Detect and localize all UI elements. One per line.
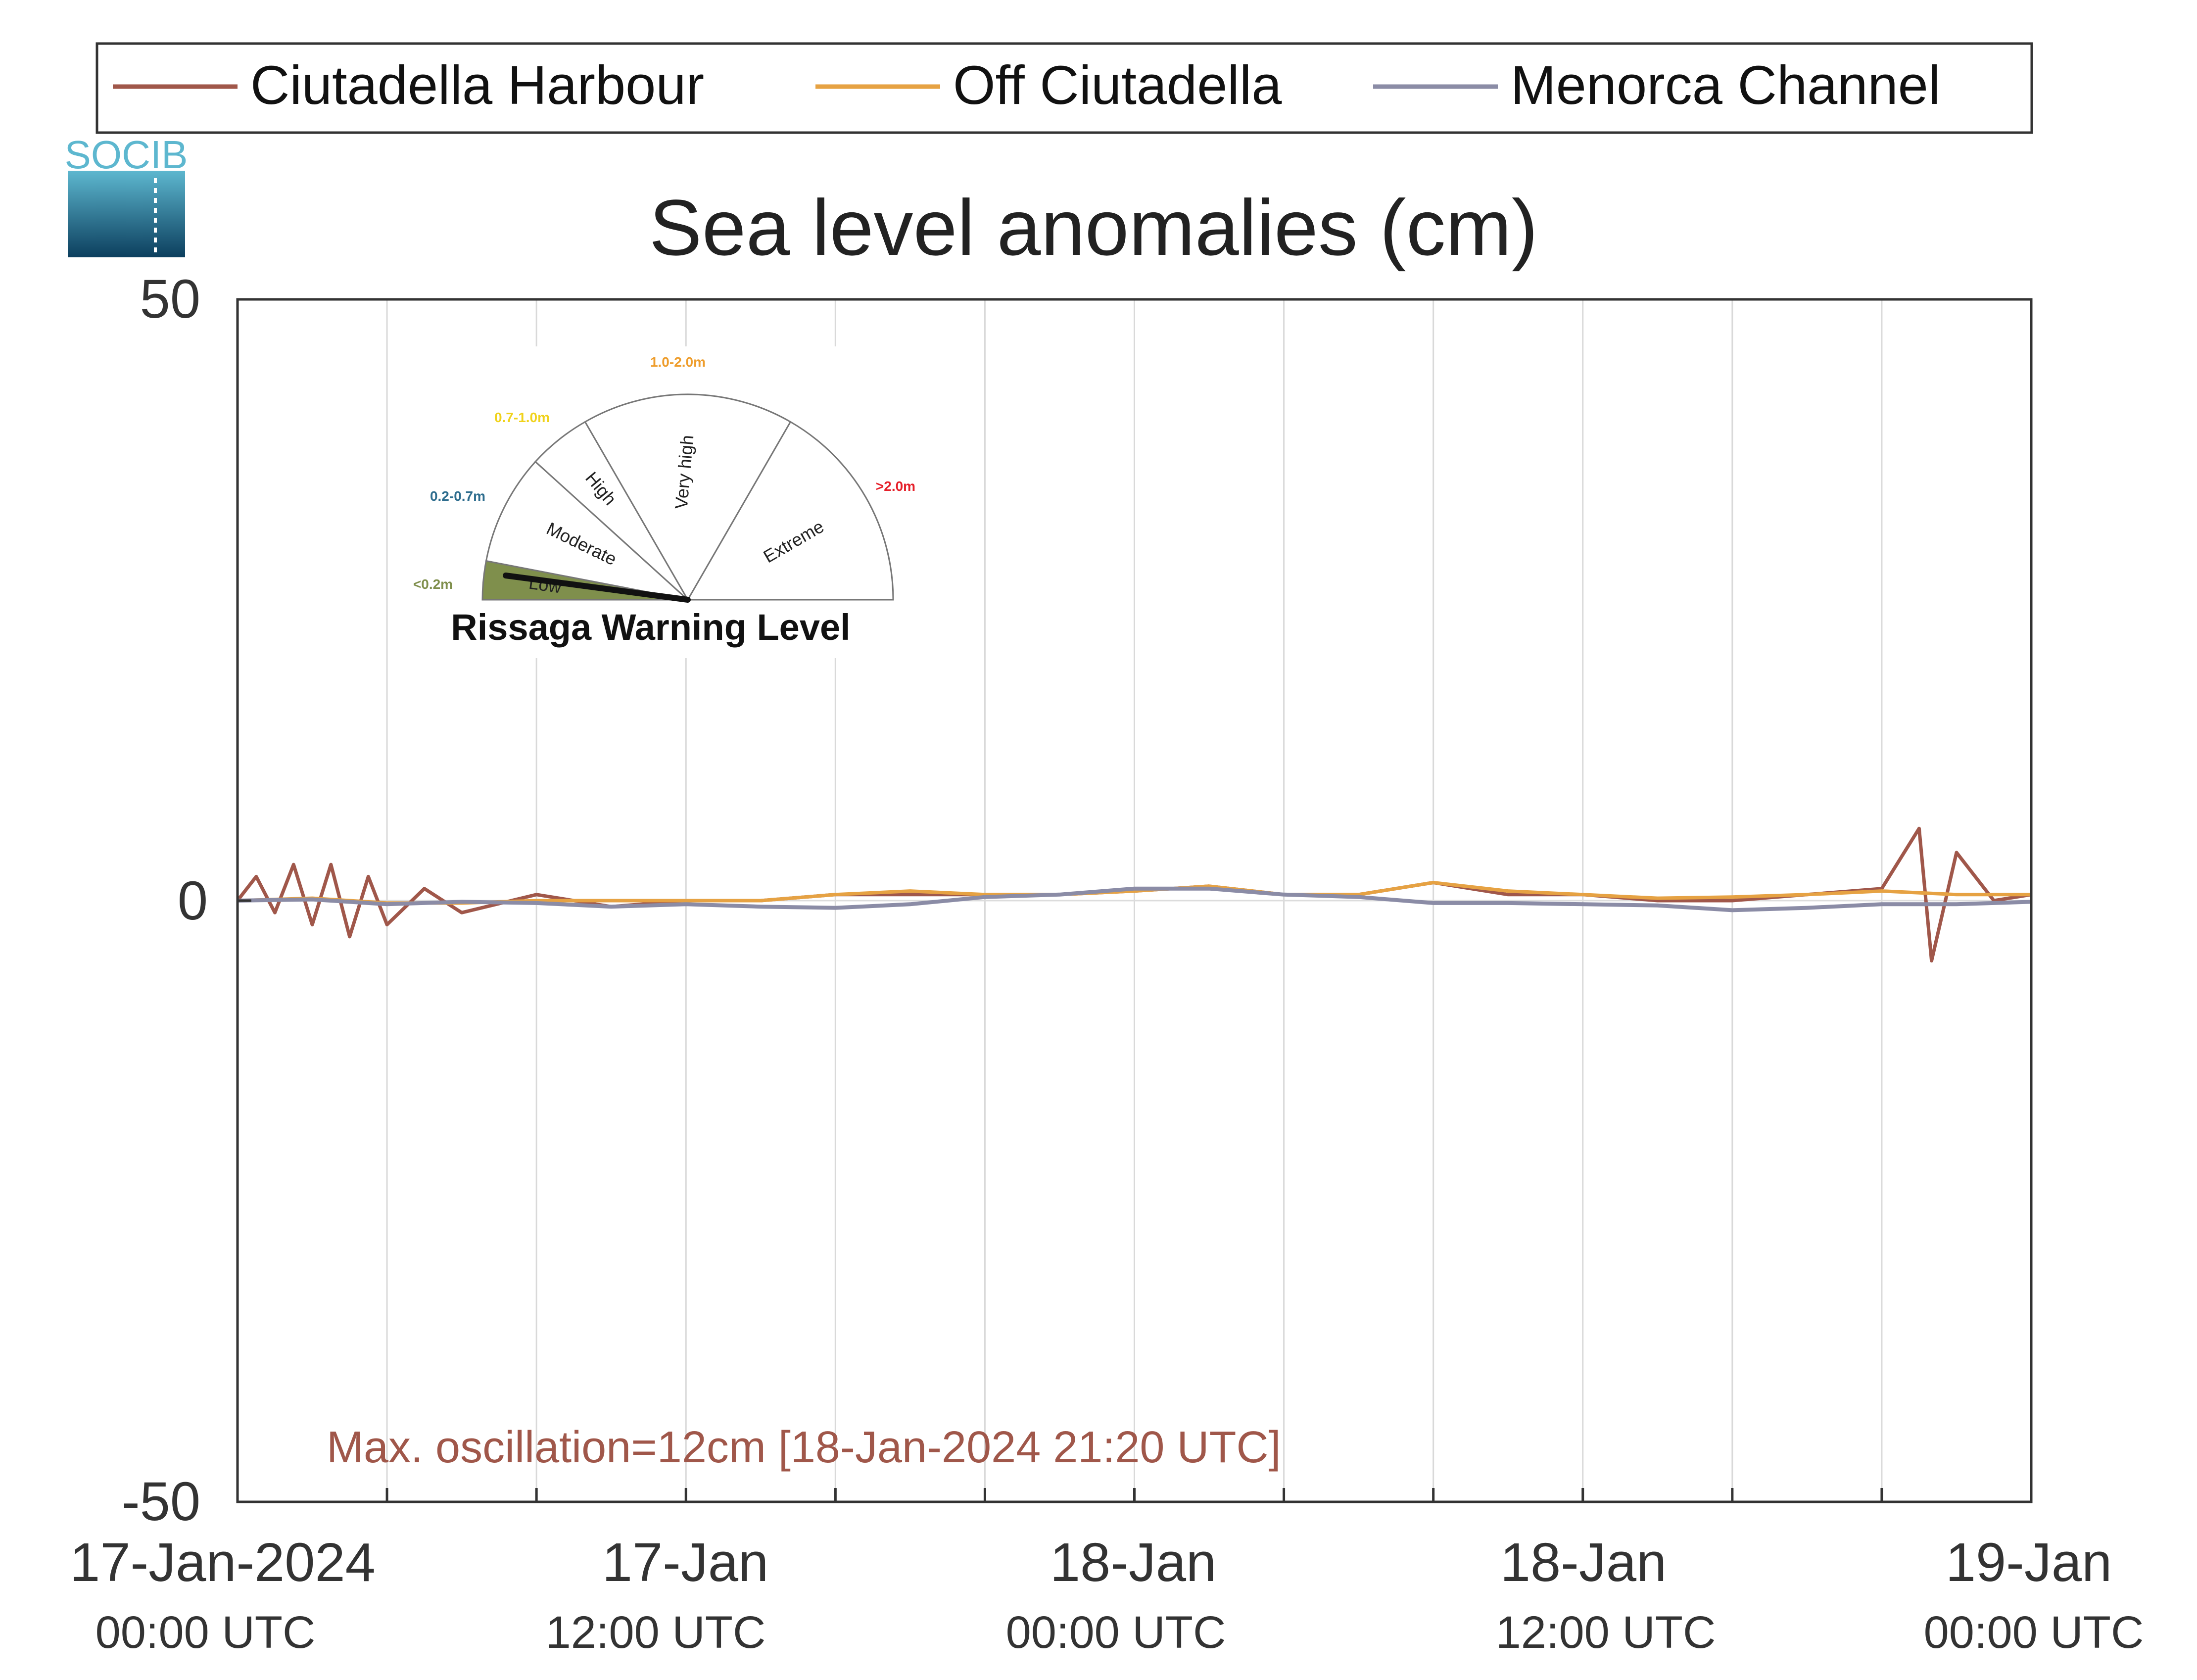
x-tick-sublabel: 12:00 UTC	[546, 1607, 766, 1658]
x-tick-sublabel: 00:00 UTC	[96, 1607, 316, 1658]
max-oscillation-annotation: Max. oscillation=12cm [18-Jan-2024 21:20…	[327, 1423, 1281, 1472]
gauge-range-high: 0.7-1.0m	[494, 410, 550, 425]
legend-box	[96, 42, 2033, 134]
gauge-needle	[503, 573, 691, 603]
gauge-range-very-high: 1.0-2.0m	[650, 354, 706, 370]
plot-area	[236, 298, 2033, 1503]
rissaga-gauge: Low Moderate High Very high Extreme <0.2…	[398, 346, 933, 658]
x-tick-label: 19-Jan	[1946, 1532, 2112, 1593]
y-axis: 50 0 -50	[122, 269, 208, 1532]
x-tick-sublabel: 12:00 UTC	[1496, 1607, 1716, 1658]
y-tick-label: 50	[140, 269, 200, 330]
gauge-sector-extreme	[686, 421, 894, 601]
x-tick-label: 18-Jan	[1050, 1532, 1216, 1593]
legend-label: Ciutadella Harbour	[250, 55, 704, 116]
series-line-menorca-channel	[238, 886, 2031, 912]
legend-label: Menorca Channel	[1511, 55, 1940, 116]
socib-logo: SOCIB	[65, 133, 188, 257]
x-tick-label: 17-Jan-2024	[70, 1532, 376, 1593]
chart-title: Sea level anomalies (cm)	[649, 183, 1538, 272]
y-tick-label: 0	[178, 870, 208, 931]
legend: Ciutadella Harbour Off Ciutadella Menorca …	[96, 42, 2033, 134]
x-axis: 17-Jan-2024 00:00 UTC 17-Jan 12:00 UTC 1…	[70, 1532, 2144, 1658]
y-tick-label: -50	[122, 1471, 200, 1532]
gauge-range-moderate: 0.2-0.7m	[430, 488, 485, 504]
logo-text: SOCIB	[65, 133, 188, 177]
gauge-sector-very-high	[584, 393, 792, 602]
x-tick-sublabel: 00:00 UTC	[1924, 1607, 2144, 1658]
x-tick-sublabel: 00:00 UTC	[1006, 1607, 1226, 1658]
gauge-sector-moderate	[485, 460, 690, 601]
gauge-title: Rissaga Warning Level	[451, 607, 850, 648]
gauge-range-low: <0.2m	[413, 576, 453, 592]
x-tick-label: 17-Jan	[602, 1532, 768, 1593]
legend-label: Off Ciutadella	[953, 55, 1282, 116]
x-tick-label: 18-Jan	[1500, 1532, 1667, 1593]
gauge-range-extreme: >2.0m	[876, 479, 915, 494]
series-line-off-ciutadella	[238, 881, 2031, 905]
